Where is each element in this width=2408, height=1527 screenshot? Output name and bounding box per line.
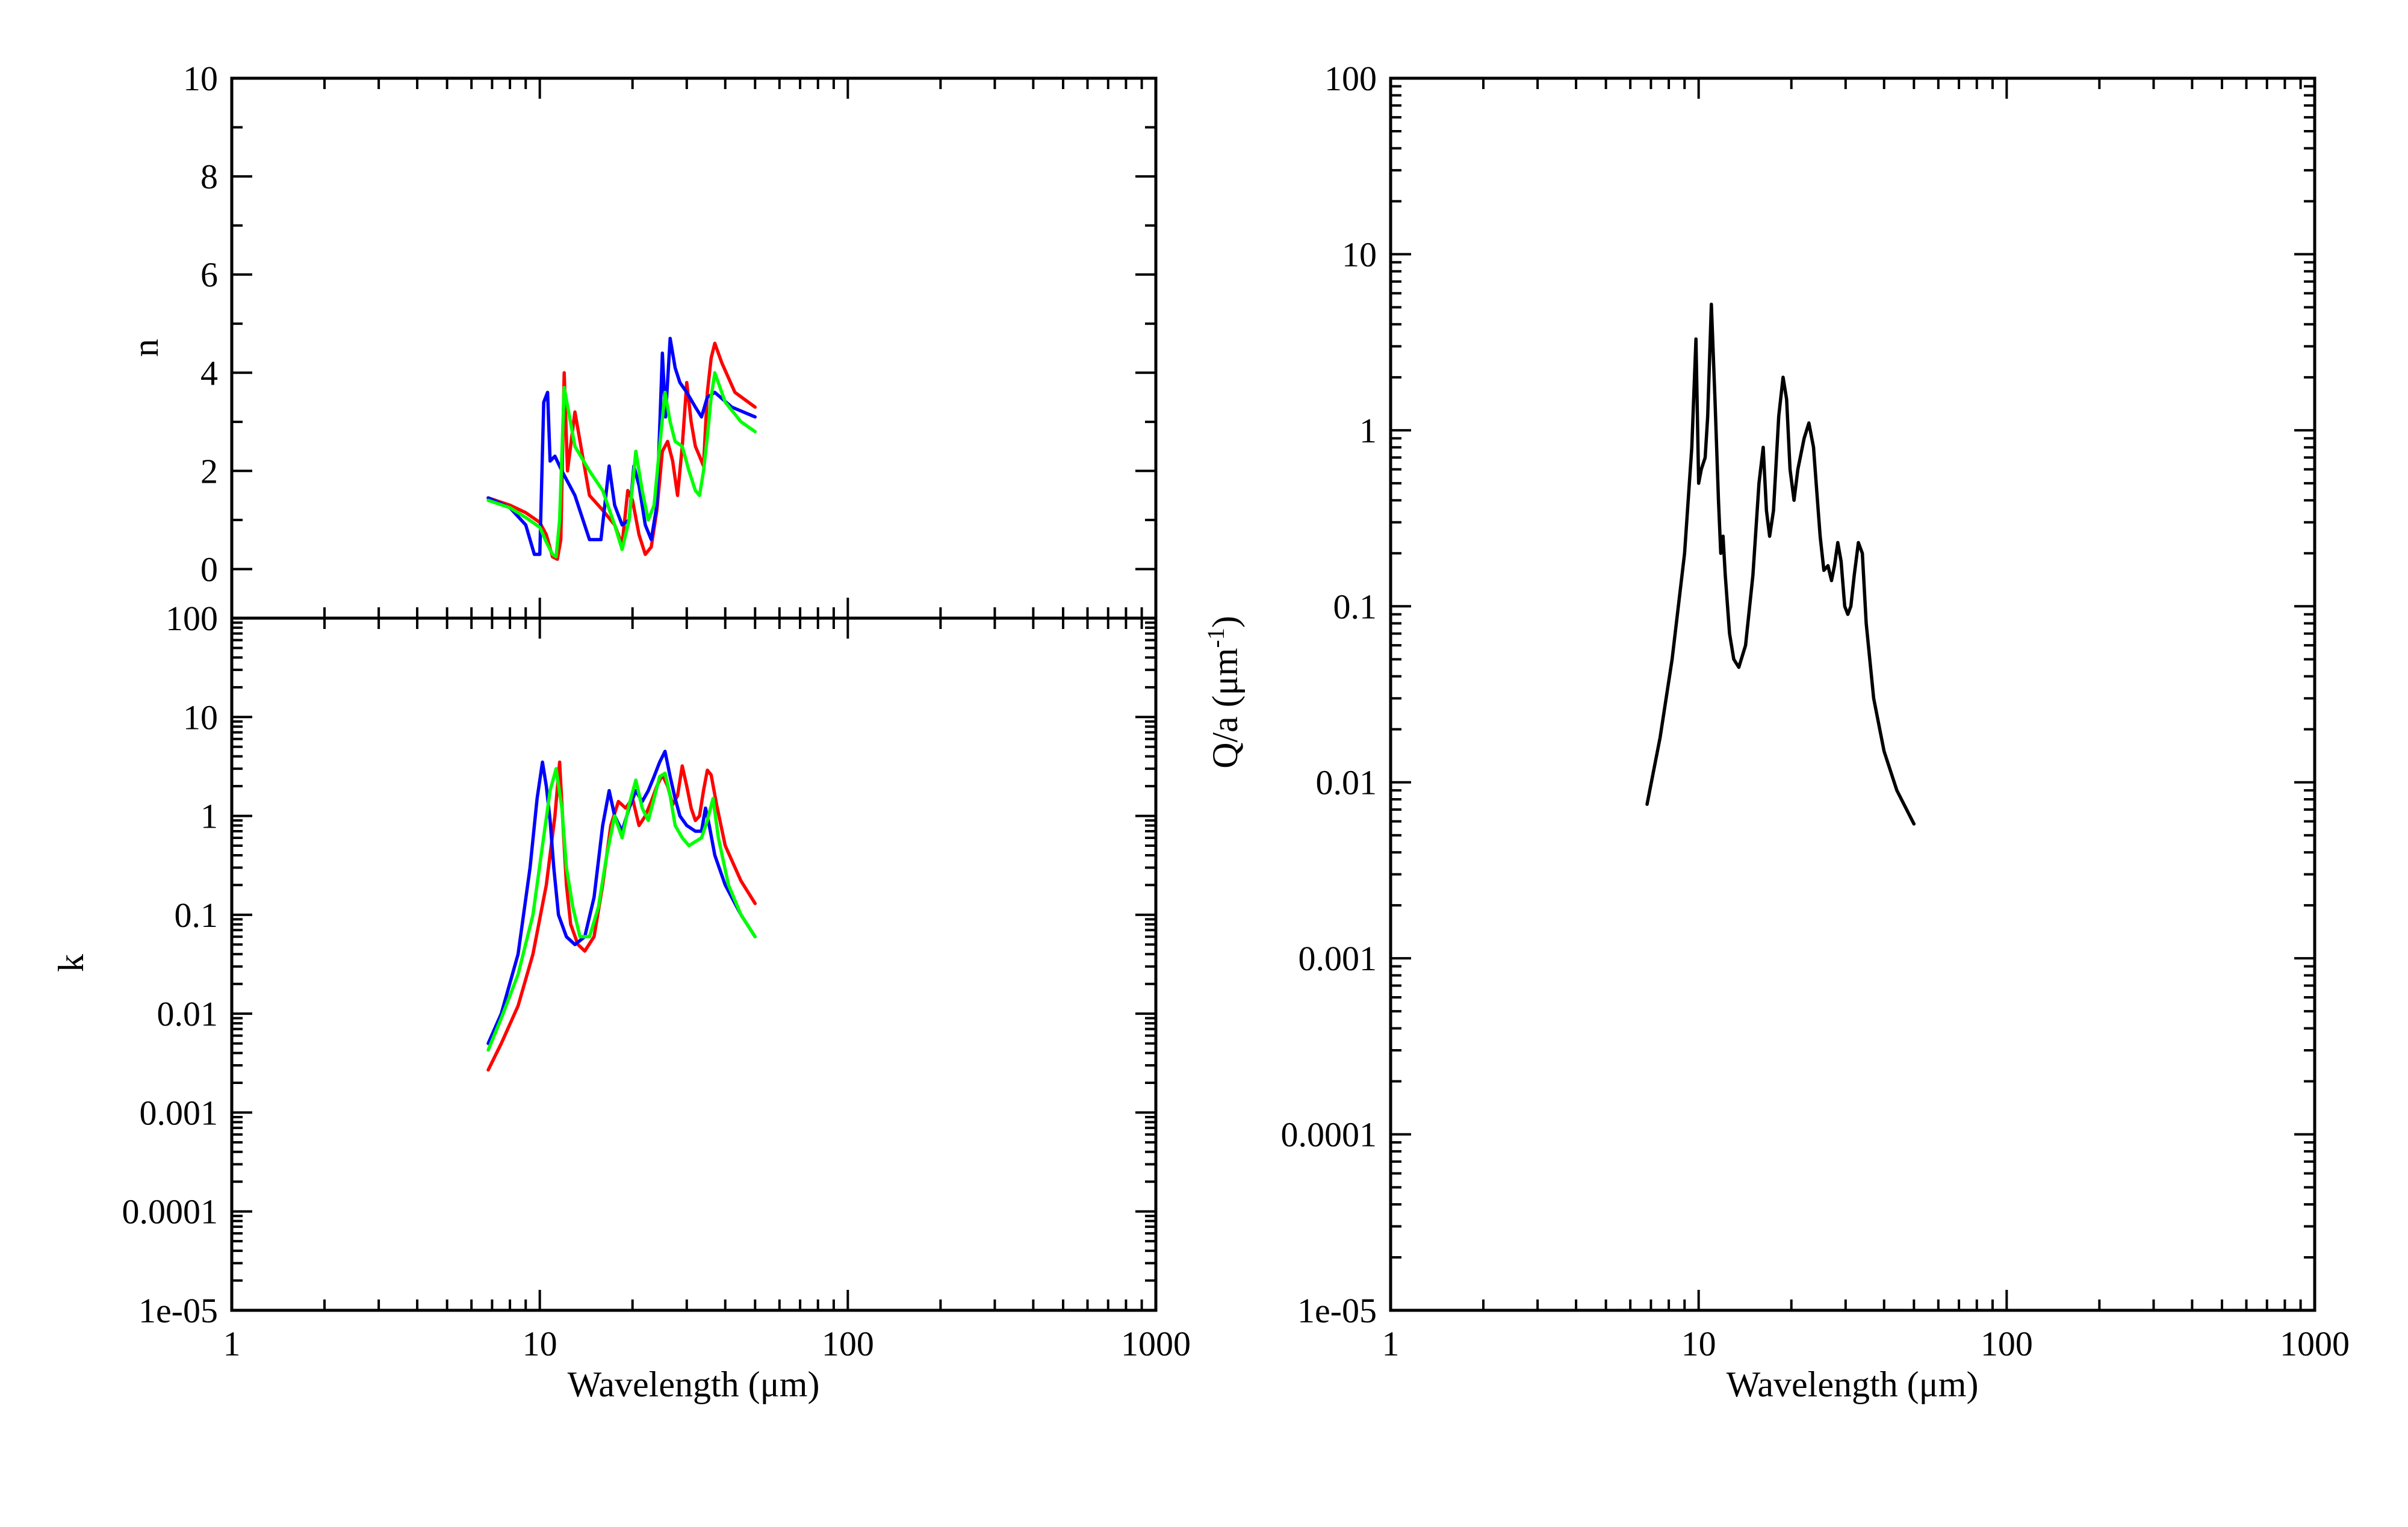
n-y-tick-label: 0	[200, 550, 218, 589]
k-plot-area	[486, 749, 757, 1072]
k-y-tick-label: 0.001	[140, 1093, 219, 1132]
k-y-tick-label: 0.01	[157, 994, 219, 1033]
k-x-tick-label: 10	[523, 1324, 557, 1363]
n-panel-frame	[230, 76, 1158, 620]
k-x-tick-label: 1000	[1121, 1324, 1191, 1363]
qa-y-axis-title-superscript: -1	[1202, 628, 1229, 648]
qa-y-tick-label: 100	[1324, 59, 1377, 98]
qa-panel-frame	[1389, 76, 2316, 1312]
n-y-tick-label: 8	[200, 157, 218, 196]
qa-y-axis-title: Q/a (μm-1)	[1202, 616, 1246, 769]
n-y-tick-label: 4	[200, 353, 218, 392]
qa-series-line-1	[1645, 302, 1916, 826]
qa-x-tick-label: 10	[1681, 1324, 1716, 1363]
n-y-tick-label: 10	[183, 59, 218, 98]
k-panel-frame	[230, 616, 1158, 1312]
qa-y-tick-label: 10	[1342, 235, 1377, 274]
n-y-tick-label: 6	[200, 255, 218, 294]
qa-y-tick-label: 1	[1359, 411, 1377, 450]
qa-y-tick-label: 0.001	[1299, 939, 1377, 978]
n-plot-area	[486, 336, 757, 561]
k-x-axis-title: Wavelength (μm)	[568, 1364, 820, 1404]
k-panel: k Wavelength (μm) 1 10 100 1000 1e-05 0.0001 0…	[51, 599, 1191, 1404]
k-y-axis-title: k	[51, 954, 91, 972]
qa-x-tick-label: 100	[1981, 1324, 2033, 1363]
k-y-tick-label: 1e-05	[138, 1291, 218, 1330]
qa-y-tick-label: 0.1	[1333, 587, 1377, 626]
n-series-line-2	[486, 336, 757, 556]
n-panel: n 0 2 4 6 8 10	[126, 59, 1158, 620]
n-series-line-3	[486, 371, 757, 559]
k-y-tick-label: 0.1	[175, 896, 219, 935]
qa-x-axis-title: Wavelength (μm)	[1727, 1364, 1979, 1404]
n-y-tick-label: 2	[200, 451, 218, 491]
qa-plot-area	[1645, 302, 1916, 826]
n-y-axis-title: n	[126, 339, 166, 357]
qa-y-tick-label: 0.01	[1316, 763, 1377, 802]
qa-y-axis-title-main: Q/a (μm	[1205, 648, 1245, 768]
k-y-tick-label: 10	[183, 698, 218, 737]
k-x-tick-label: 100	[822, 1324, 874, 1363]
qa-y-axis-title-suffix: )	[1205, 616, 1245, 628]
qa-y-tick-label: 1e-05	[1297, 1291, 1377, 1330]
k-y-tick-label: 1	[200, 797, 218, 836]
k-y-tick-label: 0.0001	[122, 1192, 219, 1231]
qa-x-tick-label: 1000	[2280, 1324, 2350, 1363]
k-series-line-1	[486, 760, 757, 1072]
k-x-tick-label: 1	[223, 1324, 241, 1363]
k-series-line-3	[486, 767, 757, 1052]
qa-y-tick-label: 0.0001	[1281, 1115, 1377, 1154]
qa-panel: Q/a (μm-1) Wavelength (μm) 1 10 100 1000 1e-…	[1202, 59, 2350, 1404]
k-y-tick-label: 100	[166, 599, 218, 638]
qa-x-tick-label: 1	[1382, 1324, 1400, 1363]
